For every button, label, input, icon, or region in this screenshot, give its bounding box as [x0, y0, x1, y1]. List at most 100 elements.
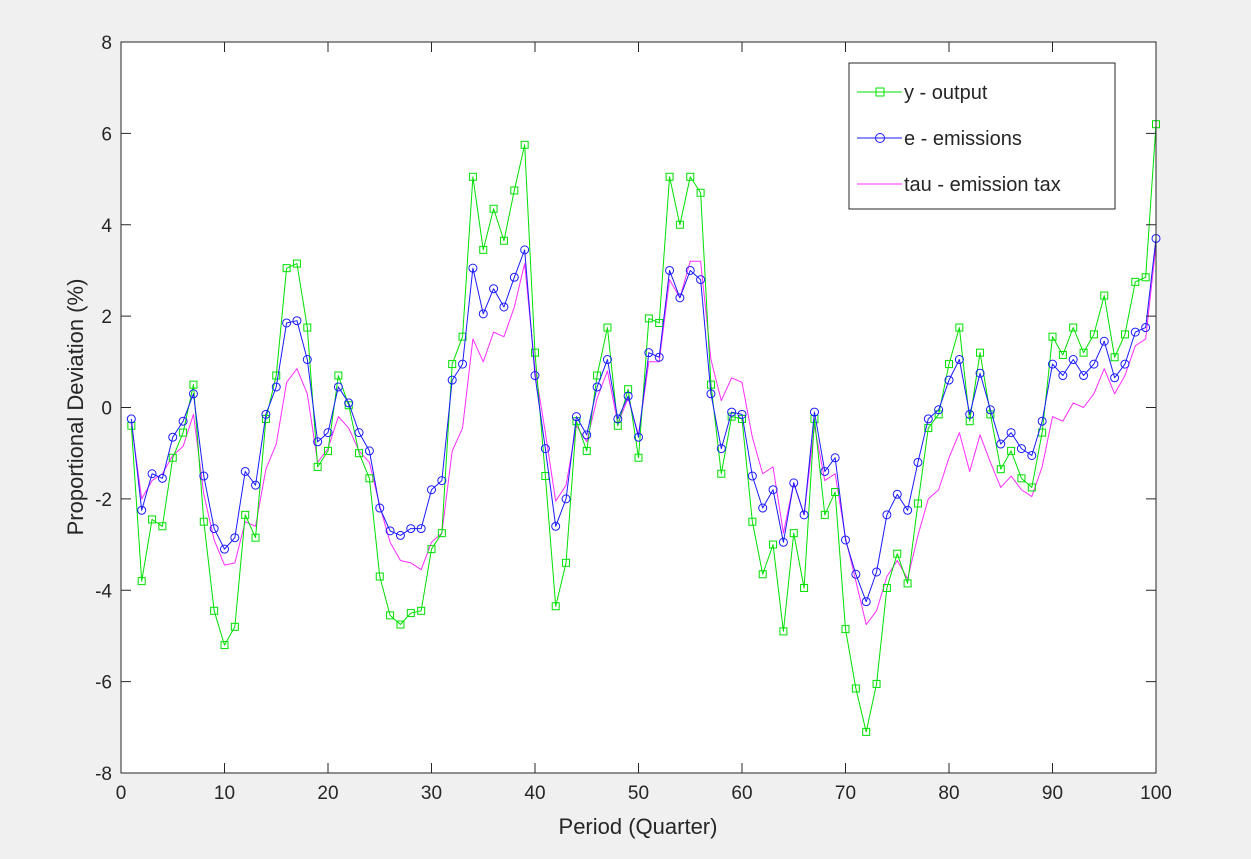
data-point-circle — [447, 375, 457, 385]
data-point-circle — [892, 489, 902, 499]
x-tick-label: 0 — [116, 783, 127, 804]
x-tick-label: 80 — [938, 783, 959, 804]
data-point-square — [1058, 350, 1067, 359]
data-point-circle — [1027, 450, 1037, 460]
data-point-square — [624, 385, 633, 394]
data-point-square — [551, 602, 560, 611]
data-point-circle — [137, 505, 147, 515]
x-tick-label: 60 — [731, 783, 752, 804]
data-point-circle — [820, 466, 830, 476]
data-point-square — [686, 172, 695, 181]
data-point-circle — [302, 355, 312, 365]
legend-label-output: y - output — [904, 82, 988, 104]
data-point-square — [965, 417, 974, 426]
data-point-circle — [789, 478, 799, 488]
legend-marker-square — [875, 87, 885, 97]
data-point-circle — [851, 569, 861, 579]
data-point-square — [831, 488, 840, 497]
data-point-circle — [509, 272, 519, 282]
data-point-square — [458, 332, 467, 341]
data-point-square — [499, 236, 508, 245]
x-tick-label: 90 — [1042, 783, 1063, 804]
data-point-circle — [147, 469, 157, 479]
data-point-square — [282, 264, 291, 273]
data-point-circle — [230, 533, 240, 543]
data-point-square — [396, 620, 405, 629]
data-point-circle — [551, 521, 561, 531]
y-tick-label: 2 — [101, 307, 112, 328]
data-point-square — [675, 220, 684, 229]
series-emissions — [126, 233, 1161, 607]
data-point-circle — [323, 428, 333, 438]
x-tick-label: 70 — [835, 783, 856, 804]
x-tick-label: 10 — [214, 783, 235, 804]
data-point-circle — [530, 371, 540, 381]
data-point-square — [365, 474, 374, 483]
data-point-circle — [716, 444, 726, 454]
data-point-square — [1079, 348, 1088, 357]
y-tick-label: -6 — [95, 673, 112, 694]
data-point-square — [955, 323, 964, 332]
data-point-circle — [944, 375, 954, 385]
axis-ticks: 0 10 20 30 40 50 60 70 80 90 100 -8 -6 -4 -2 0 2 4 6 8 — [95, 33, 1172, 804]
data-point-square — [179, 428, 188, 437]
data-point-square — [872, 679, 881, 688]
data-point-circle — [799, 510, 809, 520]
y-tick-label: 8 — [101, 33, 112, 54]
series-line-emissions — [130, 238, 1157, 603]
data-point-circle — [406, 524, 416, 534]
data-point-square — [862, 727, 871, 736]
data-point-circle — [1110, 373, 1120, 383]
data-point-square — [945, 360, 953, 369]
data-point-square — [882, 583, 891, 592]
data-point-circle — [1120, 359, 1130, 369]
data-point-square — [1100, 291, 1109, 300]
data-point-square — [437, 529, 446, 538]
legend-label-emissions: e - emissions — [904, 128, 1022, 150]
data-point-square — [913, 499, 922, 508]
data-point-circle — [251, 480, 261, 490]
data-point-circle — [292, 316, 302, 326]
data-point-square — [324, 446, 332, 455]
data-point-square — [427, 545, 436, 554]
data-point-square — [199, 517, 208, 526]
legend-entry-output: y - output — [857, 82, 988, 104]
data-point-square — [903, 579, 912, 588]
data-point-circle — [344, 398, 354, 408]
data-point-circle — [778, 537, 788, 547]
y-tick-label: -2 — [95, 490, 112, 511]
data-point-circle — [178, 416, 188, 426]
data-point-square — [779, 627, 788, 636]
legend: y - output e - emissions tau - emission … — [848, 62, 1116, 210]
data-point-circle — [903, 505, 913, 515]
data-point-circle — [830, 453, 840, 463]
data-point-circle — [1016, 444, 1026, 454]
data-point-square — [582, 446, 591, 455]
data-point-circle — [1068, 355, 1078, 365]
data-point-square — [292, 259, 301, 268]
data-point-square — [148, 515, 157, 524]
data-point-circle — [571, 412, 581, 422]
data-point-circle — [758, 503, 768, 513]
plot-box — [120, 41, 1157, 774]
data-point-square — [272, 371, 281, 380]
data-point-square — [1048, 332, 1057, 341]
data-point-circle — [985, 405, 995, 415]
data-point-square — [230, 622, 239, 631]
data-point-square — [717, 469, 726, 478]
data-point-square — [934, 410, 943, 419]
data-point-circle — [157, 473, 167, 483]
data-point-square — [562, 558, 571, 567]
data-point-circle — [395, 530, 405, 540]
data-point-square — [1069, 323, 1078, 332]
data-point-square — [1027, 483, 1036, 492]
data-point-circle — [996, 439, 1006, 449]
x-tick-label: 50 — [628, 783, 649, 804]
data-point-square — [313, 462, 322, 471]
data-point-circle — [375, 503, 385, 513]
data-point-square — [489, 204, 498, 213]
data-point-circle — [913, 457, 923, 467]
data-point-circle — [478, 309, 488, 319]
